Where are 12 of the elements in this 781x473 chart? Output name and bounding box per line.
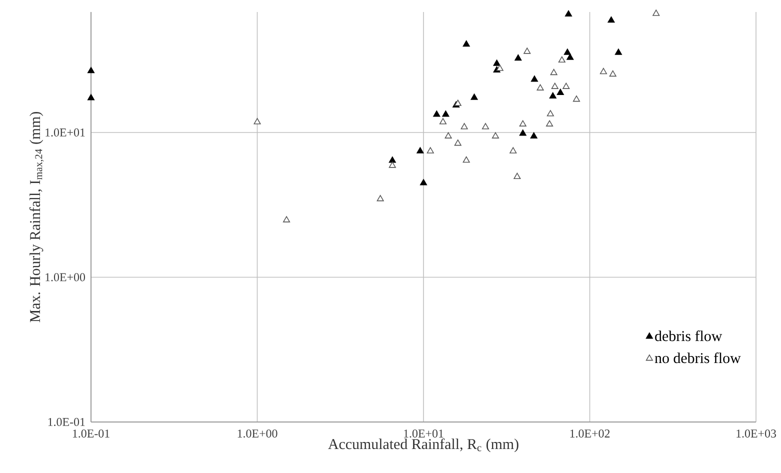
legend-label: no debris flow [654,352,741,364]
x-tick-label: 1.0E+03 [736,430,776,438]
legend-label: debris flow [655,330,722,342]
y-tick-label: 1.0E+00 [46,273,86,282]
x-tick-label: 1.0E+00 [238,430,278,438]
y-tick-label: 1.0E-01 [48,418,85,426]
x-axis-title: Accumulated Rainfall, R$_{c}$ (mm) [328,438,518,452]
x-tick-label: 1.0E+01 [404,430,444,438]
y-axis-title: Max. Hourly Rainfall, I$_{max,24}$ (mm) [29,112,44,322]
x-tick-label: 1.0E+02 [570,430,610,438]
x-tick-label: 1.0E-01 [72,430,110,438]
y-tick-label: 1.0E+01 [46,128,85,137]
